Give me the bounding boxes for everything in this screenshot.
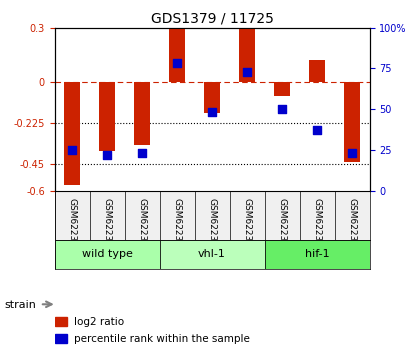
Text: vhl-1: vhl-1: [198, 249, 226, 259]
FancyBboxPatch shape: [160, 240, 265, 269]
FancyBboxPatch shape: [55, 240, 160, 269]
Title: GDS1379 / 11725: GDS1379 / 11725: [151, 11, 273, 25]
Text: log2 ratio: log2 ratio: [74, 317, 123, 327]
Text: percentile rank within the sample: percentile rank within the sample: [74, 334, 249, 344]
Text: hif-1: hif-1: [305, 249, 329, 259]
Bar: [169, 28, 185, 82]
FancyBboxPatch shape: [265, 240, 370, 269]
Point: [244, 69, 250, 75]
Text: GSM62231: GSM62231: [68, 198, 76, 247]
Text: wild type: wild type: [81, 249, 133, 259]
Text: GSM62235: GSM62235: [243, 198, 252, 247]
Bar: [55, 334, 67, 344]
Point: [174, 61, 181, 66]
Bar: [134, 82, 150, 146]
Bar: [64, 82, 80, 185]
Bar: [309, 60, 325, 82]
Text: GSM62234: GSM62234: [278, 198, 286, 247]
Text: GSM62239: GSM62239: [348, 198, 357, 247]
Point: [209, 110, 215, 115]
Text: GSM62238: GSM62238: [312, 198, 322, 247]
Text: GSM62233: GSM62233: [207, 198, 217, 247]
Point: [104, 152, 110, 158]
Text: GSM62237: GSM62237: [138, 198, 147, 247]
Bar: [99, 82, 115, 151]
Text: strain: strain: [4, 300, 36, 310]
Bar: [239, 29, 255, 82]
Text: GSM62236: GSM62236: [102, 198, 112, 247]
Bar: [274, 82, 290, 97]
Point: [279, 106, 286, 112]
Text: GSM62232: GSM62232: [173, 198, 181, 247]
Point: [139, 150, 145, 156]
Point: [69, 147, 76, 153]
Point: [314, 128, 320, 133]
Bar: [204, 82, 220, 113]
Point: [349, 150, 355, 156]
Bar: [344, 82, 360, 162]
Bar: [55, 317, 67, 326]
